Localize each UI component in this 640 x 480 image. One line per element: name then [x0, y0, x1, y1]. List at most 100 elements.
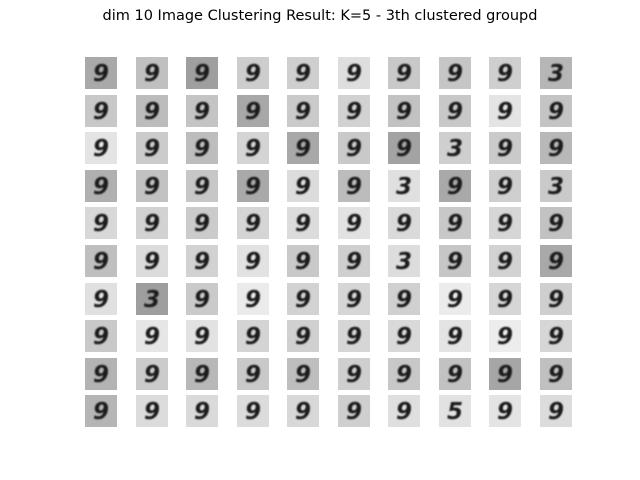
cluster-image-tile: 9	[136, 57, 168, 89]
digit-glyph: 9	[346, 324, 362, 350]
digit-glyph: 9	[93, 211, 109, 237]
digit-glyph: 9	[194, 174, 210, 200]
digit-glyph-icon: 3	[548, 61, 564, 87]
digit-glyph-icon: 9	[497, 324, 513, 350]
digit-glyph: 9	[346, 399, 362, 425]
cluster-image-tile: 9	[540, 395, 572, 427]
cluster-image-tile: 9	[439, 95, 471, 127]
cluster-image-tile: 9	[388, 320, 420, 352]
digit-glyph-icon: 9	[194, 249, 210, 275]
cluster-image-tile: 9	[85, 320, 117, 352]
digit-glyph-icon: 9	[447, 324, 463, 350]
digit-glyph-icon: 9	[497, 362, 513, 388]
digit-glyph-icon: 9	[194, 211, 210, 237]
digit-glyph-icon: 9	[245, 287, 261, 313]
cluster-image-tile: 9	[338, 395, 370, 427]
cluster-image-tile: 9	[489, 95, 521, 127]
digit-glyph: 9	[548, 249, 564, 275]
digit-glyph: 9	[396, 362, 412, 388]
digit-glyph-icon: 9	[144, 174, 160, 200]
digit-glyph-icon: 9	[144, 362, 160, 388]
digit-glyph-icon: 9	[93, 61, 109, 87]
digit-glyph-icon: 9	[548, 249, 564, 275]
cluster-image-tile: 9	[237, 170, 269, 202]
digit-glyph: 9	[396, 324, 412, 350]
digit-glyph-icon: 9	[447, 211, 463, 237]
cluster-image-tile: 9	[186, 207, 218, 239]
cluster-image-tile: 9	[186, 320, 218, 352]
cluster-image-tile: 9	[237, 395, 269, 427]
digit-glyph: 9	[447, 287, 463, 313]
cluster-image-tile: 9	[287, 57, 319, 89]
digit-glyph: 9	[497, 174, 513, 200]
cluster-image-tile: 9	[85, 245, 117, 277]
digit-glyph-icon: 9	[245, 249, 261, 275]
digit-glyph-icon: 9	[497, 136, 513, 162]
digit-glyph: 9	[497, 287, 513, 313]
digit-glyph: 9	[144, 211, 160, 237]
cluster-image-tile: 9	[85, 170, 117, 202]
cluster-image-tile: 9	[540, 245, 572, 277]
digit-glyph: 9	[93, 287, 109, 313]
cluster-image-tile: 3	[388, 170, 420, 202]
cluster-image-tile: 9	[540, 283, 572, 315]
digit-glyph: 9	[497, 324, 513, 350]
digit-glyph-icon: 9	[447, 99, 463, 125]
digit-glyph: 9	[548, 136, 564, 162]
digit-glyph: 9	[194, 362, 210, 388]
digit-glyph: 9	[93, 362, 109, 388]
digit-glyph: 9	[93, 61, 109, 87]
digit-glyph: 9	[194, 324, 210, 350]
digit-glyph-icon: 9	[93, 324, 109, 350]
digit-glyph: 9	[93, 399, 109, 425]
digit-glyph: 9	[447, 211, 463, 237]
digit-glyph: 9	[447, 324, 463, 350]
digit-glyph: 9	[245, 61, 261, 87]
cluster-image-tile: 3	[388, 245, 420, 277]
digit-glyph: 9	[295, 136, 311, 162]
cluster-image-tile: 9	[287, 132, 319, 164]
digit-glyph-icon: 9	[245, 211, 261, 237]
digit-glyph: 9	[346, 61, 362, 87]
digit-glyph-icon: 9	[548, 324, 564, 350]
cluster-image-tile: 9	[237, 283, 269, 315]
digit-glyph: 9	[194, 249, 210, 275]
digit-glyph: 3	[144, 287, 160, 313]
digit-glyph: 9	[346, 174, 362, 200]
digit-glyph-icon: 9	[144, 211, 160, 237]
digit-glyph-icon: 9	[295, 174, 311, 200]
digit-glyph: 9	[447, 99, 463, 125]
cluster-image-tile: 9	[439, 170, 471, 202]
digit-glyph-icon: 9	[346, 99, 362, 125]
digit-glyph: 9	[497, 136, 513, 162]
cluster-image-tile: 9	[237, 207, 269, 239]
digit-glyph-icon: 9	[295, 99, 311, 125]
digit-glyph-icon: 9	[548, 136, 564, 162]
digit-glyph: 9	[245, 249, 261, 275]
cluster-image-tile: 9	[237, 132, 269, 164]
cluster-image-tile: 9	[338, 57, 370, 89]
digit-glyph-icon: 9	[396, 362, 412, 388]
digit-glyph: 9	[245, 399, 261, 425]
digit-glyph: 9	[295, 99, 311, 125]
cluster-image-tile: 9	[338, 170, 370, 202]
digit-glyph-icon: 9	[295, 136, 311, 162]
digit-glyph-icon: 9	[396, 61, 412, 87]
digit-glyph-icon: 9	[144, 399, 160, 425]
digit-glyph: 9	[548, 362, 564, 388]
figure-title: dim 10 Image Clustering Result: K=5 - 3t…	[102, 8, 538, 24]
cluster-image-tile: 9	[540, 358, 572, 390]
cluster-image-tile: 9	[388, 358, 420, 390]
digit-glyph-icon: 9	[93, 99, 109, 125]
cluster-image-tile: 9	[85, 283, 117, 315]
digit-glyph-icon: 9	[144, 249, 160, 275]
digit-glyph-icon: 9	[245, 136, 261, 162]
digit-glyph: 9	[295, 362, 311, 388]
digit-glyph: 9	[144, 61, 160, 87]
digit-glyph: 9	[346, 249, 362, 275]
digit-glyph-icon: 9	[144, 61, 160, 87]
cluster-image-tile: 9	[287, 395, 319, 427]
digit-glyph: 9	[497, 211, 513, 237]
digit-glyph-icon: 9	[295, 61, 311, 87]
cluster-image-tile: 9	[388, 57, 420, 89]
